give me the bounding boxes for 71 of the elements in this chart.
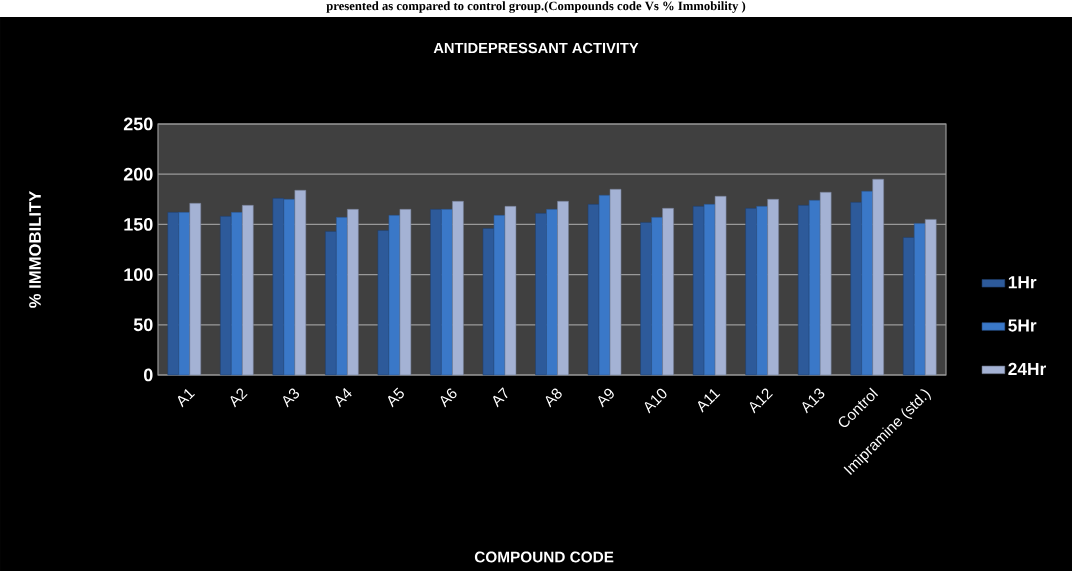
bar (703, 204, 716, 376)
bar (924, 219, 937, 376)
x-tick-label: A12 (749, 388, 773, 414)
bar (482, 228, 495, 376)
x-tick-label: A9 (598, 388, 614, 408)
bar (819, 192, 832, 376)
bar (272, 198, 285, 376)
legend-label: 24Hr (1008, 362, 1047, 375)
bar (662, 208, 674, 376)
bar (714, 196, 727, 376)
x-tick-label: A4 (335, 388, 352, 408)
bar (294, 189, 307, 376)
bar (598, 195, 611, 376)
x-tick-label: A8 (545, 388, 562, 408)
bar (220, 216, 232, 376)
bar (504, 206, 517, 376)
x-tick-label: A13 (802, 388, 825, 414)
bar (452, 201, 464, 376)
bar (242, 205, 254, 376)
chart-title: ANTIDEPRESSANT ACTIVITY (433, 42, 639, 54)
y-tick-label: 100 (124, 268, 153, 281)
bar (640, 222, 652, 376)
bar (745, 208, 757, 376)
x-tick-label: A7 (493, 387, 508, 408)
y-tick-label: 0 (144, 368, 153, 382)
bar (902, 237, 915, 376)
x-tick-label: A5 (387, 387, 404, 408)
bar (557, 201, 569, 376)
bar (756, 206, 768, 376)
bar (283, 199, 296, 376)
x-tick-label: A3 (283, 388, 300, 408)
bar (808, 200, 821, 376)
y-axis-title: % IMMOBILITY (29, 190, 41, 308)
y-tick-label: 200 (123, 167, 153, 181)
x-axis-title: COMPOUND CODE (474, 551, 614, 563)
bar (861, 190, 873, 376)
bar (850, 202, 862, 376)
bar (535, 213, 547, 376)
bar (430, 209, 442, 376)
bar (336, 217, 348, 376)
bar (388, 215, 401, 376)
text: presented as compared to control group.(Compounds code Vs % Immobility ) (326, 1, 746, 13)
bar (399, 209, 412, 376)
bar (441, 209, 453, 376)
bar (493, 215, 506, 376)
bar (692, 206, 705, 376)
legend-label: 5Hr (1008, 319, 1037, 332)
bar (347, 209, 359, 376)
bar (797, 205, 810, 376)
bar (587, 204, 600, 376)
bar (546, 209, 558, 376)
y-tick-label: 150 (124, 218, 153, 231)
y-tick-label: 50 (133, 318, 153, 332)
x-tick-label: A6 (440, 388, 457, 408)
bar (651, 217, 663, 376)
bar (913, 223, 926, 376)
x-tick-label: A1 (177, 389, 195, 408)
bar (178, 212, 191, 376)
legend-label: 1Hr (1008, 276, 1037, 289)
bar (189, 203, 202, 376)
bar (325, 231, 337, 376)
x-tick-label: A2 (230, 388, 248, 408)
bar (767, 199, 779, 376)
bar (377, 230, 390, 376)
y-tick-label: 250 (123, 117, 153, 131)
x-tick-label: A10 (644, 388, 667, 414)
bar (609, 188, 622, 376)
x-tick-label: A11 (697, 389, 721, 413)
bar (872, 178, 884, 376)
bar (231, 212, 243, 376)
bar (167, 212, 180, 376)
